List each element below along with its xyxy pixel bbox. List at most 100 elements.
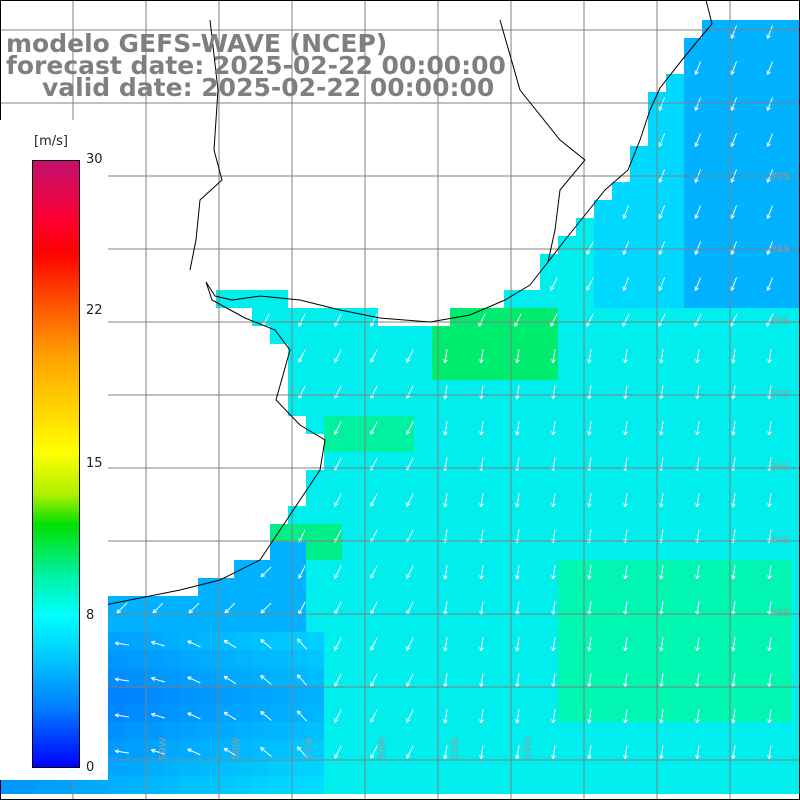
wind-cell — [198, 686, 216, 704]
wind-cell — [792, 254, 800, 272]
wind-cell — [630, 272, 648, 290]
wind-cell — [414, 542, 432, 560]
wind-cell — [378, 560, 396, 578]
wind-cell — [288, 704, 306, 722]
wind-cell — [540, 596, 558, 614]
wind-cell — [756, 362, 774, 380]
wind-cell — [558, 614, 576, 632]
wind-arrow — [587, 745, 592, 760]
wind-cell — [558, 542, 576, 560]
wind-cell — [486, 632, 504, 650]
wind-arrow — [622, 205, 630, 219]
wind-cell — [630, 560, 648, 578]
wind-cell — [774, 524, 792, 542]
wind-arrow — [116, 602, 128, 614]
wind-cell — [342, 776, 360, 794]
wind-cell — [702, 146, 720, 164]
wind-arrow — [296, 674, 308, 686]
wind-cell — [630, 488, 648, 506]
wind-cell — [594, 200, 612, 218]
wind-cell — [612, 182, 630, 200]
wind-arrow — [659, 493, 664, 508]
wind-arrow — [694, 241, 702, 255]
wind-cell — [432, 542, 450, 560]
wind-cell — [108, 758, 126, 776]
wind-arrow — [334, 493, 342, 507]
wind-cell — [630, 578, 648, 596]
wind-cell — [774, 326, 792, 344]
wind-arrow — [150, 748, 165, 755]
wind-cell — [738, 488, 756, 506]
wind-cell — [594, 524, 612, 542]
wind-arrow — [370, 673, 378, 687]
wind-arrow — [587, 673, 592, 688]
wind-cell — [108, 776, 126, 794]
wind-cell — [576, 416, 594, 434]
wind-cell — [468, 542, 486, 560]
wind-cell — [342, 542, 360, 560]
wind-cell — [792, 542, 800, 560]
wind-cell — [702, 272, 720, 290]
wind-cell — [342, 704, 360, 722]
wind-cell — [468, 740, 486, 758]
wind-cell — [108, 596, 126, 614]
wind-cell — [558, 416, 576, 434]
wind-arrow — [587, 709, 592, 724]
wind-cell — [486, 560, 504, 578]
wind-cell — [684, 146, 702, 164]
wind-cell — [414, 560, 432, 578]
wind-arrow — [406, 349, 414, 363]
wind-cell — [774, 164, 792, 182]
wind-cell — [666, 326, 684, 344]
wind-cell — [396, 776, 414, 794]
wind-cell — [486, 740, 504, 758]
wind-cell — [216, 722, 234, 740]
wind-cell — [792, 650, 800, 668]
wind-cell — [738, 200, 756, 218]
wind-cell — [270, 308, 288, 326]
wind-cell — [594, 614, 612, 632]
wind-cell — [630, 722, 648, 740]
wind-cell — [468, 722, 486, 740]
wind-arrow — [767, 709, 772, 724]
wind-arrow — [443, 637, 448, 652]
wind-cell — [720, 614, 738, 632]
wind-cell — [396, 722, 414, 740]
wind-cell — [522, 560, 540, 578]
wind-cell — [684, 560, 702, 578]
wind-cell — [774, 722, 792, 740]
wind-cell — [738, 128, 756, 146]
wind-arrow — [515, 637, 520, 652]
wind-cell — [702, 524, 720, 542]
wind-cell — [792, 344, 800, 362]
wind-cell — [576, 722, 594, 740]
wind-cell — [738, 20, 756, 38]
wind-cell — [576, 740, 594, 758]
wind-cell — [540, 614, 558, 632]
wind-cell — [396, 758, 414, 776]
wind-cell — [342, 668, 360, 686]
wind-cell — [360, 326, 378, 344]
wind-cell — [540, 632, 558, 650]
wind-cell — [306, 326, 324, 344]
wind-cell — [666, 200, 684, 218]
wind-cell — [720, 146, 738, 164]
wind-cell — [558, 272, 576, 290]
wind-cell — [774, 344, 792, 362]
wind-cell — [738, 290, 756, 308]
wind-cell — [486, 452, 504, 470]
wind-cell — [666, 614, 684, 632]
wind-cell — [756, 776, 774, 794]
wind-cell — [594, 596, 612, 614]
wind-arrow — [731, 421, 736, 436]
wind-cell — [702, 164, 720, 182]
wind-cell — [306, 398, 324, 416]
wind-cell — [630, 434, 648, 452]
wind-arrow — [334, 349, 342, 363]
wind-cell — [468, 488, 486, 506]
wind-cell — [432, 452, 450, 470]
wind-cell — [612, 542, 630, 560]
wind-arrow — [551, 565, 556, 580]
wind-cell — [702, 434, 720, 452]
wind-cell — [234, 722, 252, 740]
